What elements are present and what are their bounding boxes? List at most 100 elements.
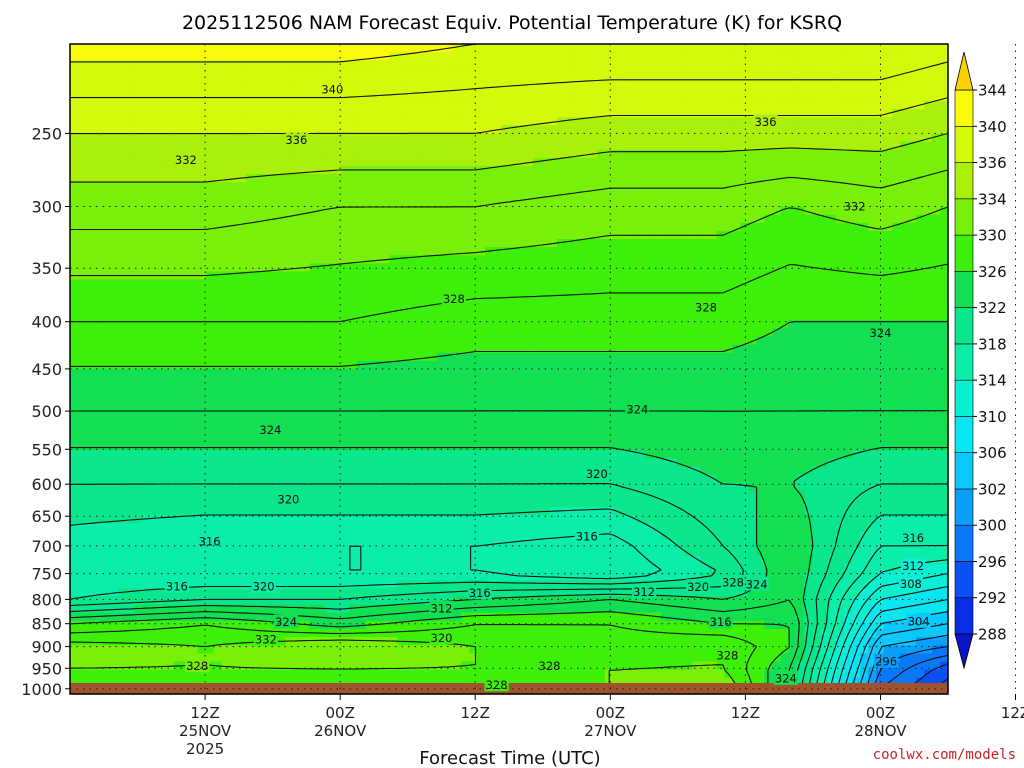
field-cell xyxy=(684,68,694,78)
field-cell xyxy=(836,401,845,411)
field-cell xyxy=(676,352,686,362)
field-cell xyxy=(580,100,590,110)
field-cell xyxy=(453,117,462,126)
field-cell xyxy=(205,230,215,240)
field-cell xyxy=(716,133,726,143)
field-cell xyxy=(740,68,750,78)
field-cell xyxy=(812,385,821,394)
field-cell xyxy=(237,352,247,362)
field-cell xyxy=(85,328,95,338)
field-cell xyxy=(77,255,87,264)
field-cell xyxy=(876,214,885,224)
field-cell xyxy=(293,117,303,126)
field-cell xyxy=(461,182,470,191)
field-cell xyxy=(684,312,694,321)
field-cell xyxy=(604,312,614,321)
field-cell xyxy=(421,214,430,224)
field-cell xyxy=(373,222,382,232)
field-cell xyxy=(341,304,350,313)
field-cell xyxy=(421,263,430,273)
field-cell xyxy=(716,239,726,248)
field-cell xyxy=(828,109,837,118)
field-cell xyxy=(261,206,271,216)
field-cell xyxy=(668,198,678,208)
field-cell xyxy=(532,336,542,346)
field-cell xyxy=(596,385,606,394)
field-cell xyxy=(556,369,566,378)
field-cell xyxy=(668,52,678,61)
field-cell xyxy=(133,295,143,305)
field-cell xyxy=(676,304,686,313)
field-cell xyxy=(117,149,127,159)
field-cell xyxy=(916,295,925,305)
field-cell xyxy=(676,377,686,386)
field-cell xyxy=(900,92,909,102)
field-cell xyxy=(237,255,247,264)
field-cell xyxy=(892,149,901,159)
field-cell xyxy=(772,320,781,329)
field-cell xyxy=(421,117,430,126)
field-cell xyxy=(788,141,797,151)
field-cell xyxy=(828,149,837,159)
field-cell xyxy=(357,92,366,102)
field-cell xyxy=(564,174,574,183)
field-cell xyxy=(620,141,630,151)
field-cell xyxy=(580,198,590,208)
field-cell xyxy=(620,206,630,216)
field-cell xyxy=(684,295,694,305)
field-cell xyxy=(932,239,941,248)
field-cell xyxy=(556,133,566,143)
field-cell xyxy=(564,84,574,94)
field-cell xyxy=(149,255,159,264)
field-cell xyxy=(716,287,726,297)
field-cell xyxy=(197,190,207,199)
field-cell xyxy=(836,271,845,281)
field-cell xyxy=(485,312,494,321)
field-cell xyxy=(461,141,470,151)
field-cell xyxy=(429,149,438,159)
field-cell xyxy=(389,60,398,69)
field-cell xyxy=(644,84,654,94)
field-cell xyxy=(261,409,271,419)
field-cell xyxy=(285,328,295,338)
field-cell xyxy=(812,109,821,118)
field-cell xyxy=(716,206,726,216)
field-cell xyxy=(197,206,207,216)
field-cell xyxy=(844,125,853,134)
field-cell xyxy=(604,190,614,199)
field-cell xyxy=(748,344,758,354)
field-cell xyxy=(469,287,478,297)
field-cell xyxy=(117,133,127,143)
field-cell xyxy=(149,84,159,94)
field-cell xyxy=(477,360,486,370)
field-cell xyxy=(740,214,750,224)
field-cell xyxy=(229,328,239,338)
field-cell xyxy=(397,92,406,102)
field-cell xyxy=(277,68,287,78)
field-cell xyxy=(644,100,654,110)
field-cell xyxy=(940,84,949,94)
field-cell xyxy=(540,174,550,183)
field-cell xyxy=(85,393,95,403)
field-cell xyxy=(189,295,199,305)
field-cell xyxy=(453,109,462,118)
field-cell xyxy=(516,360,526,370)
field-cell xyxy=(293,377,303,386)
field-cell xyxy=(820,255,829,264)
field-cell xyxy=(237,377,247,386)
field-cell xyxy=(445,84,454,94)
field-cell xyxy=(205,385,215,394)
field-cell xyxy=(237,320,247,329)
field-cell xyxy=(900,44,909,53)
field-cell xyxy=(493,133,502,143)
field-cell xyxy=(469,247,478,256)
field-cell xyxy=(900,174,909,183)
field-cell xyxy=(900,385,909,394)
field-cell xyxy=(381,271,390,281)
field-cell xyxy=(269,344,279,354)
field-cell xyxy=(341,100,350,110)
field-cell xyxy=(293,271,303,281)
field-cell xyxy=(940,360,949,370)
field-cell xyxy=(652,352,662,362)
field-cell xyxy=(892,377,901,386)
